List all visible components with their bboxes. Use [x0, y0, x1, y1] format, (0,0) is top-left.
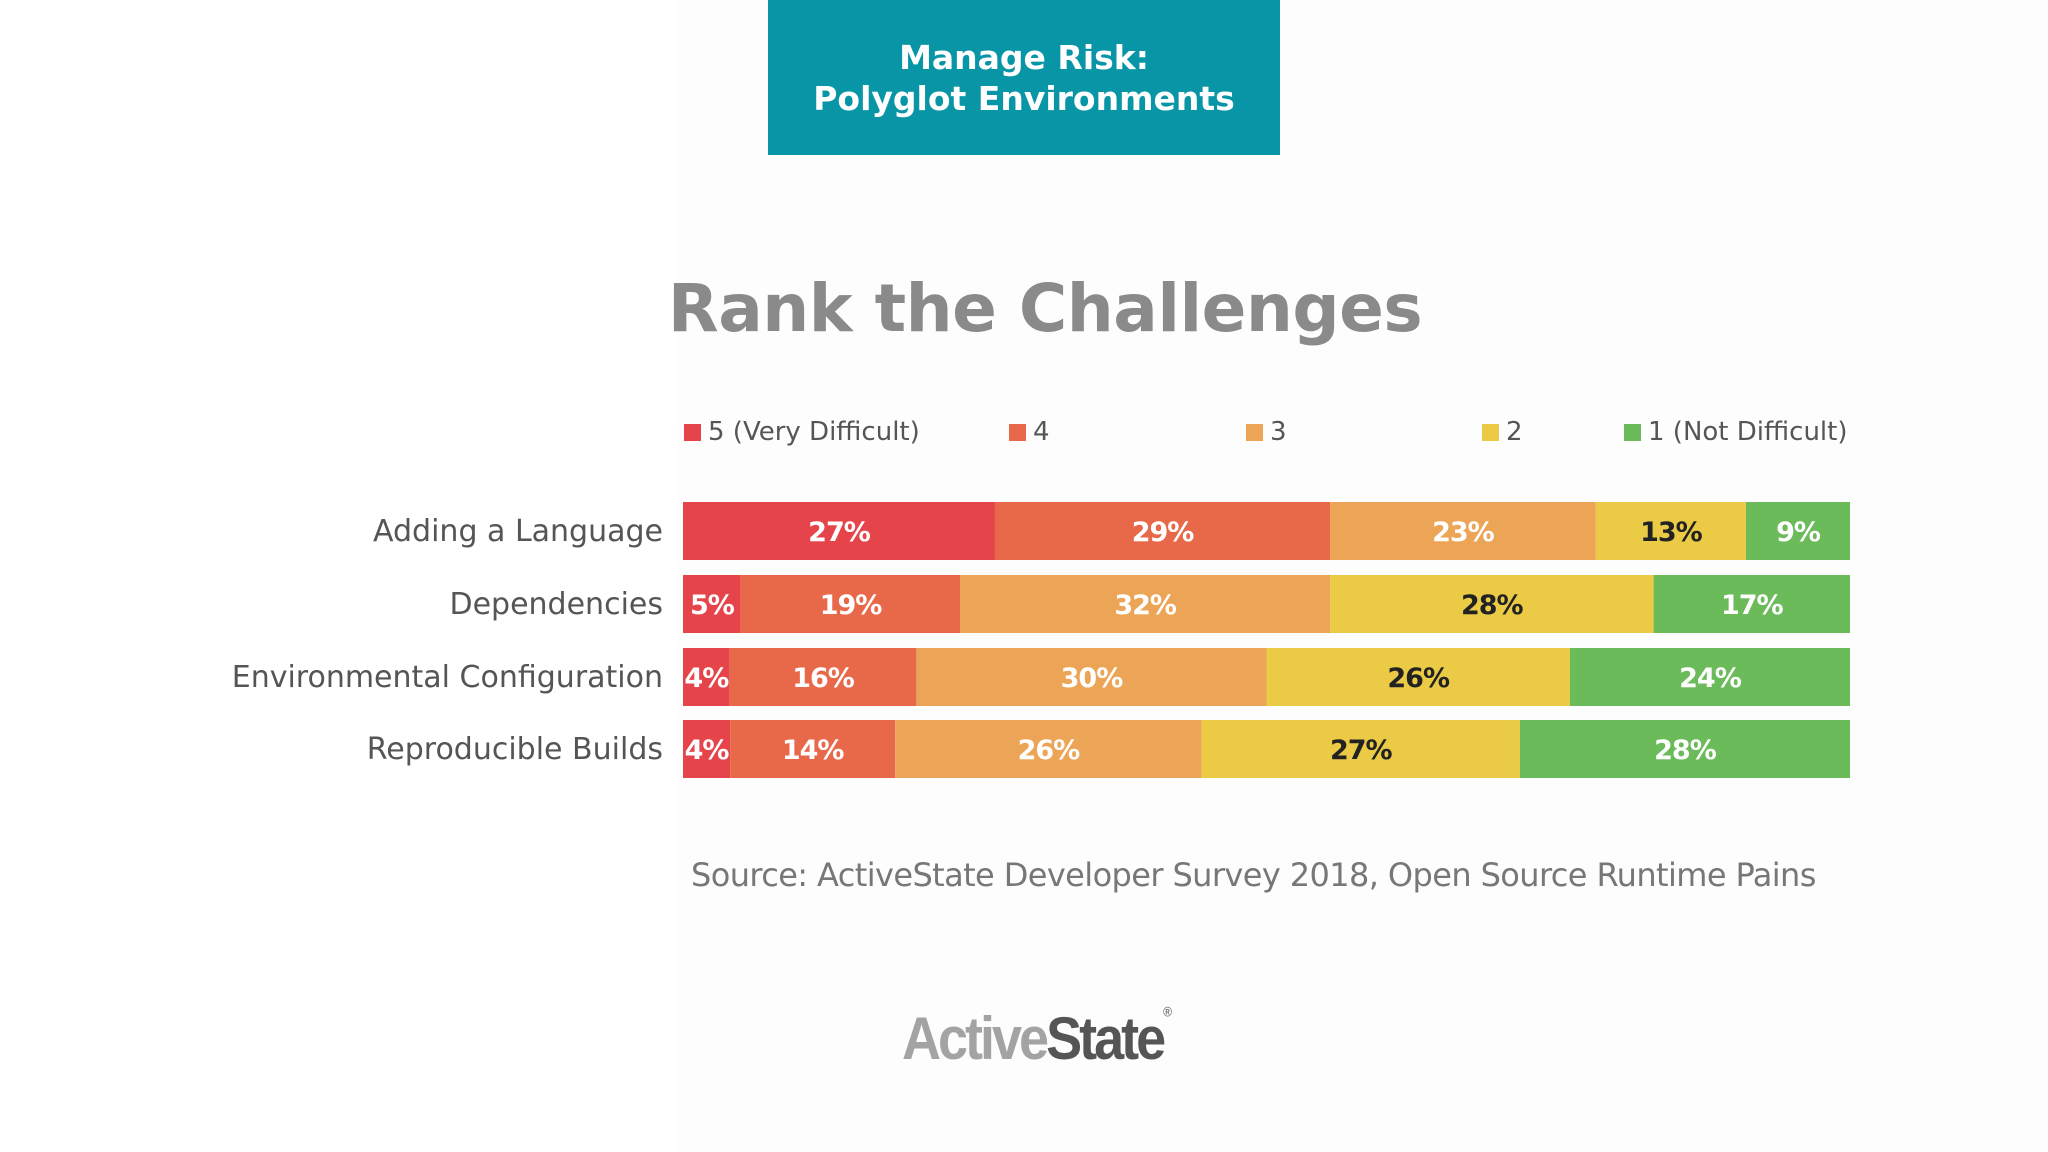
bar-segment: [1569, 648, 1850, 706]
bar-segment: [960, 575, 1331, 633]
legend-swatch: [1482, 424, 1499, 441]
bar-segment: [683, 575, 741, 633]
header-line-2: Polyglot Environments: [813, 78, 1235, 118]
category-label: Dependencies: [449, 587, 663, 622]
bar-segment: [1330, 575, 1654, 633]
logo-active: Active: [902, 1005, 1049, 1073]
bar-segment: [740, 575, 961, 633]
bar-value-label: 32%: [1114, 590, 1177, 621]
bar-value-label: 5%: [690, 590, 735, 621]
header-line-1: Manage Risk:: [899, 37, 1149, 77]
chart-title: Rank the Challenges: [667, 270, 1423, 347]
category-label: Adding a Language: [373, 514, 663, 549]
bar-segment: [1653, 575, 1850, 633]
bar-value-label: 4%: [685, 735, 730, 766]
bar-value-label: 26%: [1387, 663, 1450, 694]
category-label: Environmental Configuration: [232, 660, 663, 695]
source-note: Source: ActiveState Developer Survey 201…: [691, 856, 1816, 894]
bar-segment: [730, 720, 896, 778]
bar-segment: [683, 720, 731, 778]
bar-value-label: 19%: [820, 590, 883, 621]
bar-segment: [994, 502, 1331, 560]
bar-value-label: 28%: [1654, 735, 1717, 766]
legend-label: 5 (Very Difficult): [708, 417, 920, 447]
activestate-logo: ActiveState®: [902, 1004, 1172, 1073]
legend-swatch: [1624, 424, 1641, 441]
bar-value-label: 29%: [1132, 517, 1195, 548]
bar-value-label: 17%: [1721, 590, 1784, 621]
category-labels: Adding a Language Dependencies Environment…: [232, 514, 663, 767]
bar-segment: [1595, 502, 1747, 560]
logo-state: State: [1046, 1005, 1166, 1073]
bar-value-label: 16%: [792, 663, 855, 694]
bar-segment: [1330, 502, 1596, 560]
bar-segment: [683, 502, 995, 560]
bar-value-label: 26%: [1018, 735, 1081, 766]
legend-label: 4: [1033, 417, 1050, 447]
bar-value-label: 14%: [782, 735, 845, 766]
chart-legend: 5 (Very Difficult) 4 3 2 1 (Not Difficult): [684, 417, 1847, 447]
legend-swatch: [684, 424, 701, 441]
bar-segment: [895, 720, 1202, 778]
legend-label: 2: [1506, 417, 1523, 447]
chart-bars: 27% 29% 23% 13% 9% 5% 19% 32% 28% 17% 4% 16% 30% 26% 2…: [683, 502, 1850, 778]
bar-value-label: 28%: [1461, 590, 1524, 621]
bar-value-label: 24%: [1679, 663, 1742, 694]
logo-registered-mark: ®: [1163, 1004, 1172, 1020]
bar-value-label: 9%: [1776, 517, 1821, 548]
legend-label: 1 (Not Difficult): [1648, 417, 1847, 447]
bar-segment: [683, 648, 730, 706]
legend-label: 3: [1270, 417, 1287, 447]
bar-value-label: 30%: [1061, 663, 1124, 694]
bar-segment: [916, 648, 1267, 706]
bar-segment: [1746, 502, 1850, 560]
legend-swatch: [1009, 424, 1026, 441]
bar-segment: [1519, 720, 1850, 778]
category-label: Reproducible Builds: [367, 732, 663, 767]
legend-swatch: [1246, 424, 1263, 441]
header-banner: Manage Risk: Polyglot Environments: [768, 0, 1280, 155]
bar-segment: [1201, 720, 1520, 778]
bar-value-label: 27%: [1330, 735, 1393, 766]
bar-value-label: 13%: [1640, 517, 1703, 548]
bar-value-label: 23%: [1432, 517, 1495, 548]
bar-segment: [729, 648, 917, 706]
bar-segment: [1266, 648, 1570, 706]
bar-value-label: 4%: [684, 663, 729, 694]
bar-value-label: 27%: [808, 517, 871, 548]
